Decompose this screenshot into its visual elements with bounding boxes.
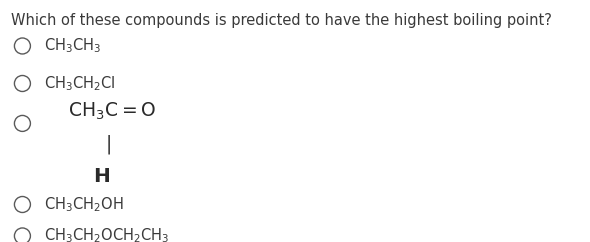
Point bbox=[18, 203, 27, 206]
Text: $\mathrm{CH_3CH_3}$: $\mathrm{CH_3CH_3}$ bbox=[44, 37, 101, 55]
Point bbox=[18, 234, 27, 238]
Text: H: H bbox=[93, 167, 110, 186]
Text: $\mathrm{CH_3C{=}O}$: $\mathrm{CH_3C{=}O}$ bbox=[68, 101, 156, 122]
Point bbox=[18, 44, 27, 48]
Point bbox=[18, 121, 27, 125]
Text: $\mathrm{CH_3CH_2Cl}$: $\mathrm{CH_3CH_2Cl}$ bbox=[44, 74, 116, 93]
Text: $\mathrm{CH_3CH_2OCH_2CH_3}$: $\mathrm{CH_3CH_2OCH_2CH_3}$ bbox=[44, 227, 170, 242]
Text: Which of these compounds is predicted to have the highest boiling point?: Which of these compounds is predicted to… bbox=[11, 13, 552, 28]
Point bbox=[18, 82, 27, 85]
Text: |: | bbox=[106, 134, 112, 154]
Text: $\mathrm{CH_3CH_2OH}$: $\mathrm{CH_3CH_2OH}$ bbox=[44, 195, 124, 214]
